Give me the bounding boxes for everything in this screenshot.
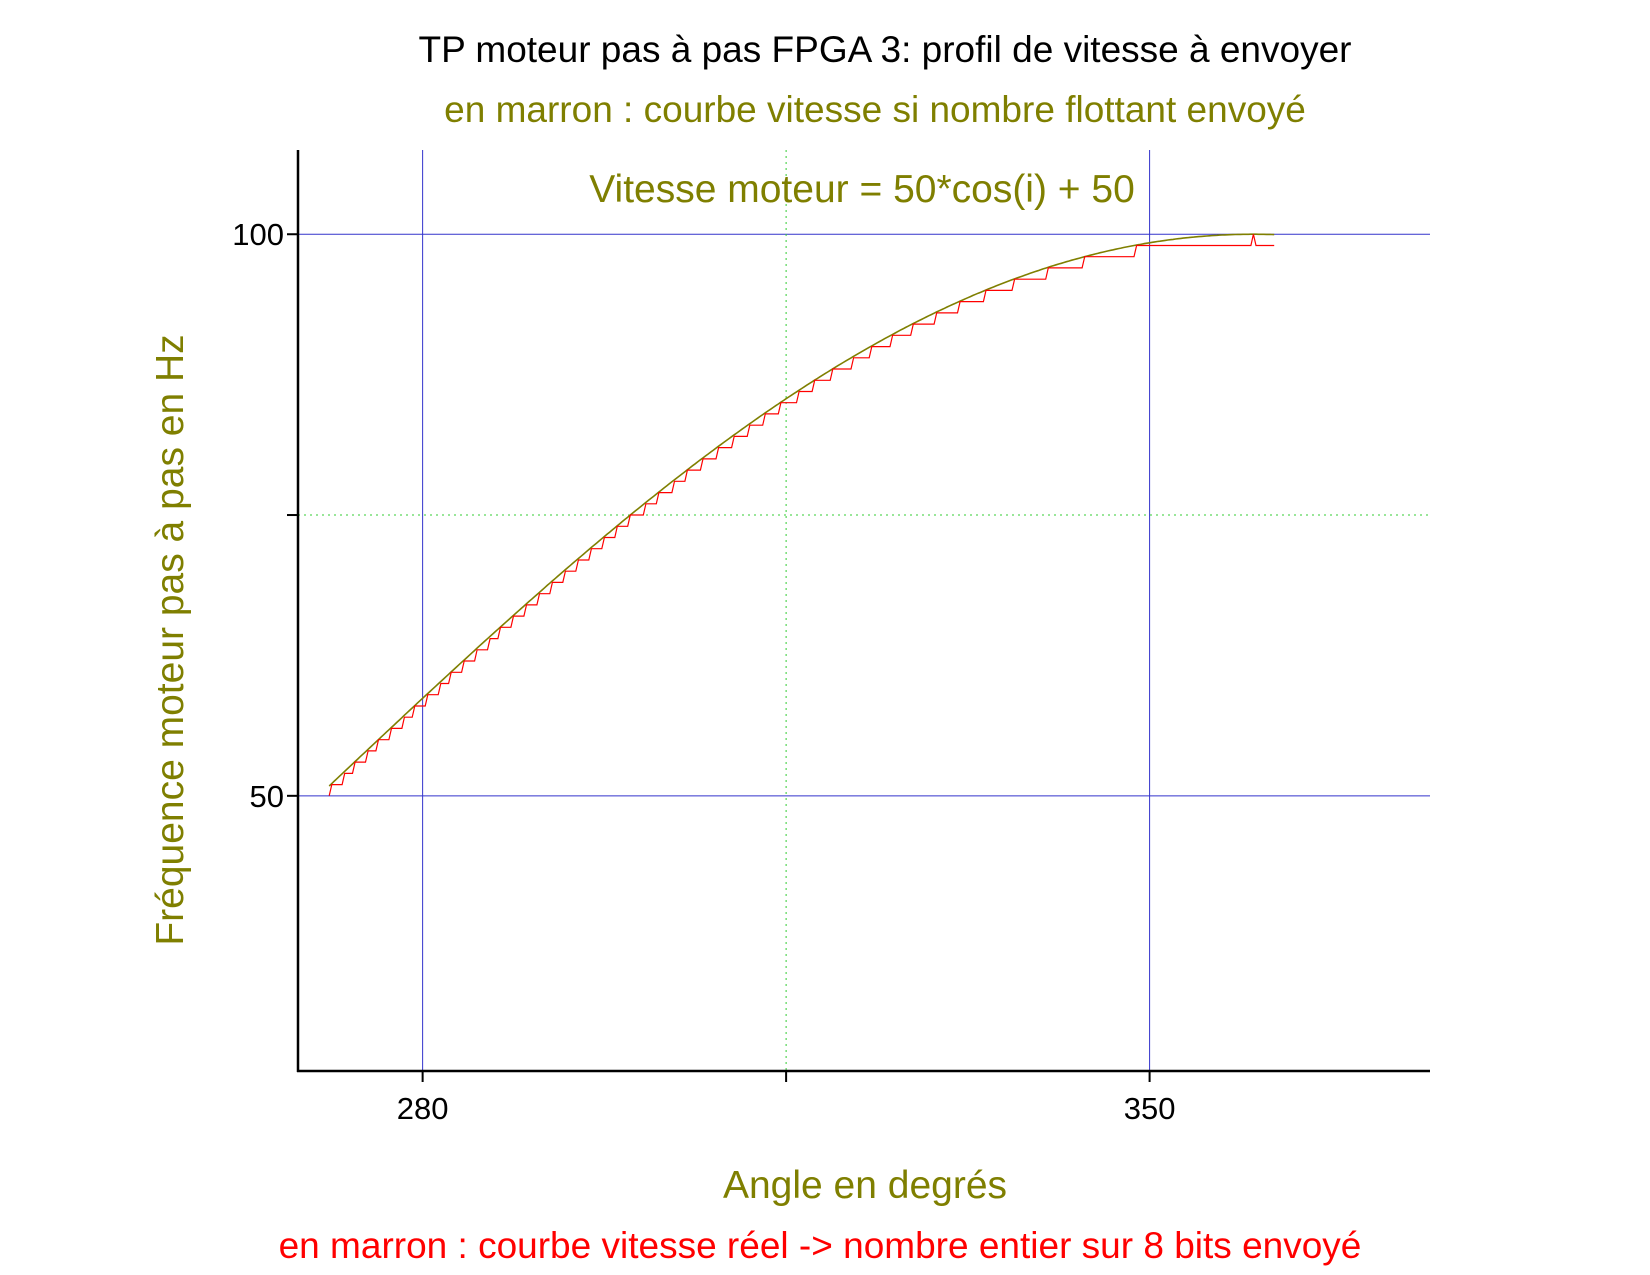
series-group xyxy=(328,233,1275,796)
grid xyxy=(298,150,1430,1071)
axes xyxy=(296,150,1430,1073)
x-tick-label: 280 xyxy=(397,1091,449,1126)
formula-annotation: Vitesse moteur = 50*cos(i) + 50 xyxy=(589,168,1135,211)
series-line-float xyxy=(328,233,1275,787)
y-axis-label: Fréquence moteur pas à pas en Hz xyxy=(149,334,192,945)
ticks: 280 350 50 100 xyxy=(232,217,1175,1126)
y-tick-label: 100 xyxy=(232,217,284,252)
chart-title: TP moteur pas à pas FPGA 3: profil de vi… xyxy=(418,29,1351,70)
series-line-integer xyxy=(328,234,1275,796)
x-axis-label: Angle en degrés xyxy=(723,1164,1007,1207)
chart-subtitle: en marron : courbe vitesse si nombre flo… xyxy=(444,89,1306,130)
y-tick-label: 50 xyxy=(250,779,284,814)
chart-footer: en marron : courbe vitesse réel -> nombr… xyxy=(279,1225,1362,1266)
x-tick-label: 350 xyxy=(1124,1091,1176,1126)
